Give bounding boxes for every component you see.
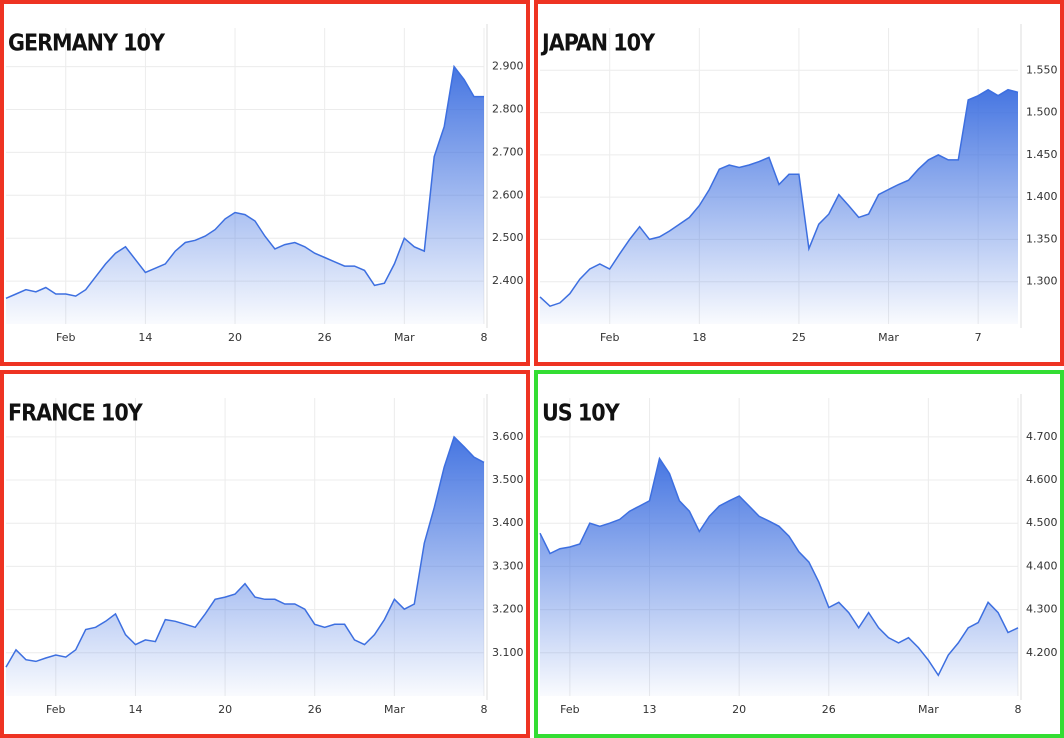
- y-tick-label: 4.400: [1026, 559, 1058, 572]
- panel-border: [0, 370, 530, 738]
- x-tick-label: 26: [822, 703, 836, 716]
- y-tick-label: 3.400: [492, 516, 524, 529]
- y-tick-label: 3.100: [492, 646, 524, 659]
- x-tick-label: 20: [732, 703, 746, 716]
- panel-border: [534, 370, 1064, 738]
- y-tick-label: 1.350: [1026, 232, 1058, 245]
- area-fill: [6, 436, 484, 696]
- chart-title: FRANCE 10Y: [8, 401, 144, 427]
- x-tick-label: Feb: [600, 331, 619, 344]
- y-tick-label: 1.450: [1026, 148, 1058, 161]
- y-tick-label: 3.500: [492, 473, 524, 486]
- y-tick-label: 4.600: [1026, 473, 1058, 486]
- y-tick-label: 1.550: [1026, 63, 1058, 76]
- y-tick-label: 4.500: [1026, 516, 1058, 529]
- y-tick-label: 2.700: [492, 145, 524, 158]
- chart-panel: 2.400 2.500 2.600 2.700 2.800 2.900 Feb 14 20 26 M…: [0, 0, 530, 366]
- y-tick-label: 4.700: [1026, 430, 1058, 443]
- line: [539, 88, 1019, 308]
- y-tick-label: 3.600: [492, 430, 524, 443]
- x-tick-label: 8: [1015, 703, 1022, 716]
- y-tick-label: 2.800: [492, 103, 524, 116]
- chart-panel: 4.200 4.300 4.400 4.500 4.600 4.700 Feb 13 20 26 M…: [534, 370, 1064, 738]
- x-tick-label: Feb: [560, 703, 579, 716]
- area-fill: [6, 66, 484, 324]
- y-tick-label: 3.300: [492, 559, 524, 572]
- line: [539, 456, 1019, 677]
- x-tick-label: Mar: [394, 331, 415, 344]
- chart-title: GERMANY 10Y: [8, 31, 166, 57]
- y-tick-label: 2.500: [492, 231, 524, 244]
- area-fill: [540, 458, 1018, 696]
- area-fill: [540, 89, 1018, 324]
- y-tick-label: 4.300: [1026, 603, 1058, 616]
- y-tick-label: 4.200: [1026, 646, 1058, 659]
- y-tick-label: 2.900: [492, 60, 524, 73]
- x-tick-label: Feb: [56, 331, 75, 344]
- y-tick-label: 3.200: [492, 603, 524, 616]
- x-tick-label: 25: [792, 331, 806, 344]
- y-tick-label: 1.400: [1026, 190, 1058, 203]
- chart-panel: 3.100 3.200 3.300 3.400 3.500 3.600 Feb 14 20 26 M…: [0, 370, 530, 738]
- x-tick-label: 7: [975, 331, 982, 344]
- x-tick-label: 14: [128, 703, 142, 716]
- x-tick-label: 26: [308, 703, 322, 716]
- y-tick-label: 1.500: [1026, 106, 1058, 119]
- x-tick-label: 20: [218, 703, 232, 716]
- x-tick-label: 14: [138, 331, 152, 344]
- x-tick-label: 8: [481, 703, 488, 716]
- x-tick-label: 18: [692, 331, 706, 344]
- y-tick-label: 2.600: [492, 188, 524, 201]
- y-tick-label: 1.300: [1026, 275, 1058, 288]
- chart-panel: 1.300 1.350 1.400 1.450 1.500 1.550 Feb 18 25 Mar…: [534, 0, 1064, 366]
- x-tick-label: Mar: [918, 703, 939, 716]
- chart-title: US 10Y: [542, 401, 621, 427]
- x-tick-label: Mar: [878, 331, 899, 344]
- line: [5, 435, 485, 668]
- line: [5, 64, 484, 299]
- chart-title: JAPAN 10Y: [540, 31, 656, 57]
- x-tick-label: 13: [643, 703, 657, 716]
- panel-border: [0, 0, 530, 366]
- panel-border: [534, 0, 1064, 366]
- x-tick-label: 20: [228, 331, 242, 344]
- x-tick-label: 8: [481, 331, 488, 344]
- y-tick-label: 2.400: [492, 274, 524, 287]
- x-tick-label: Feb: [46, 703, 65, 716]
- x-tick-label: 26: [318, 331, 332, 344]
- x-tick-label: Mar: [384, 703, 405, 716]
